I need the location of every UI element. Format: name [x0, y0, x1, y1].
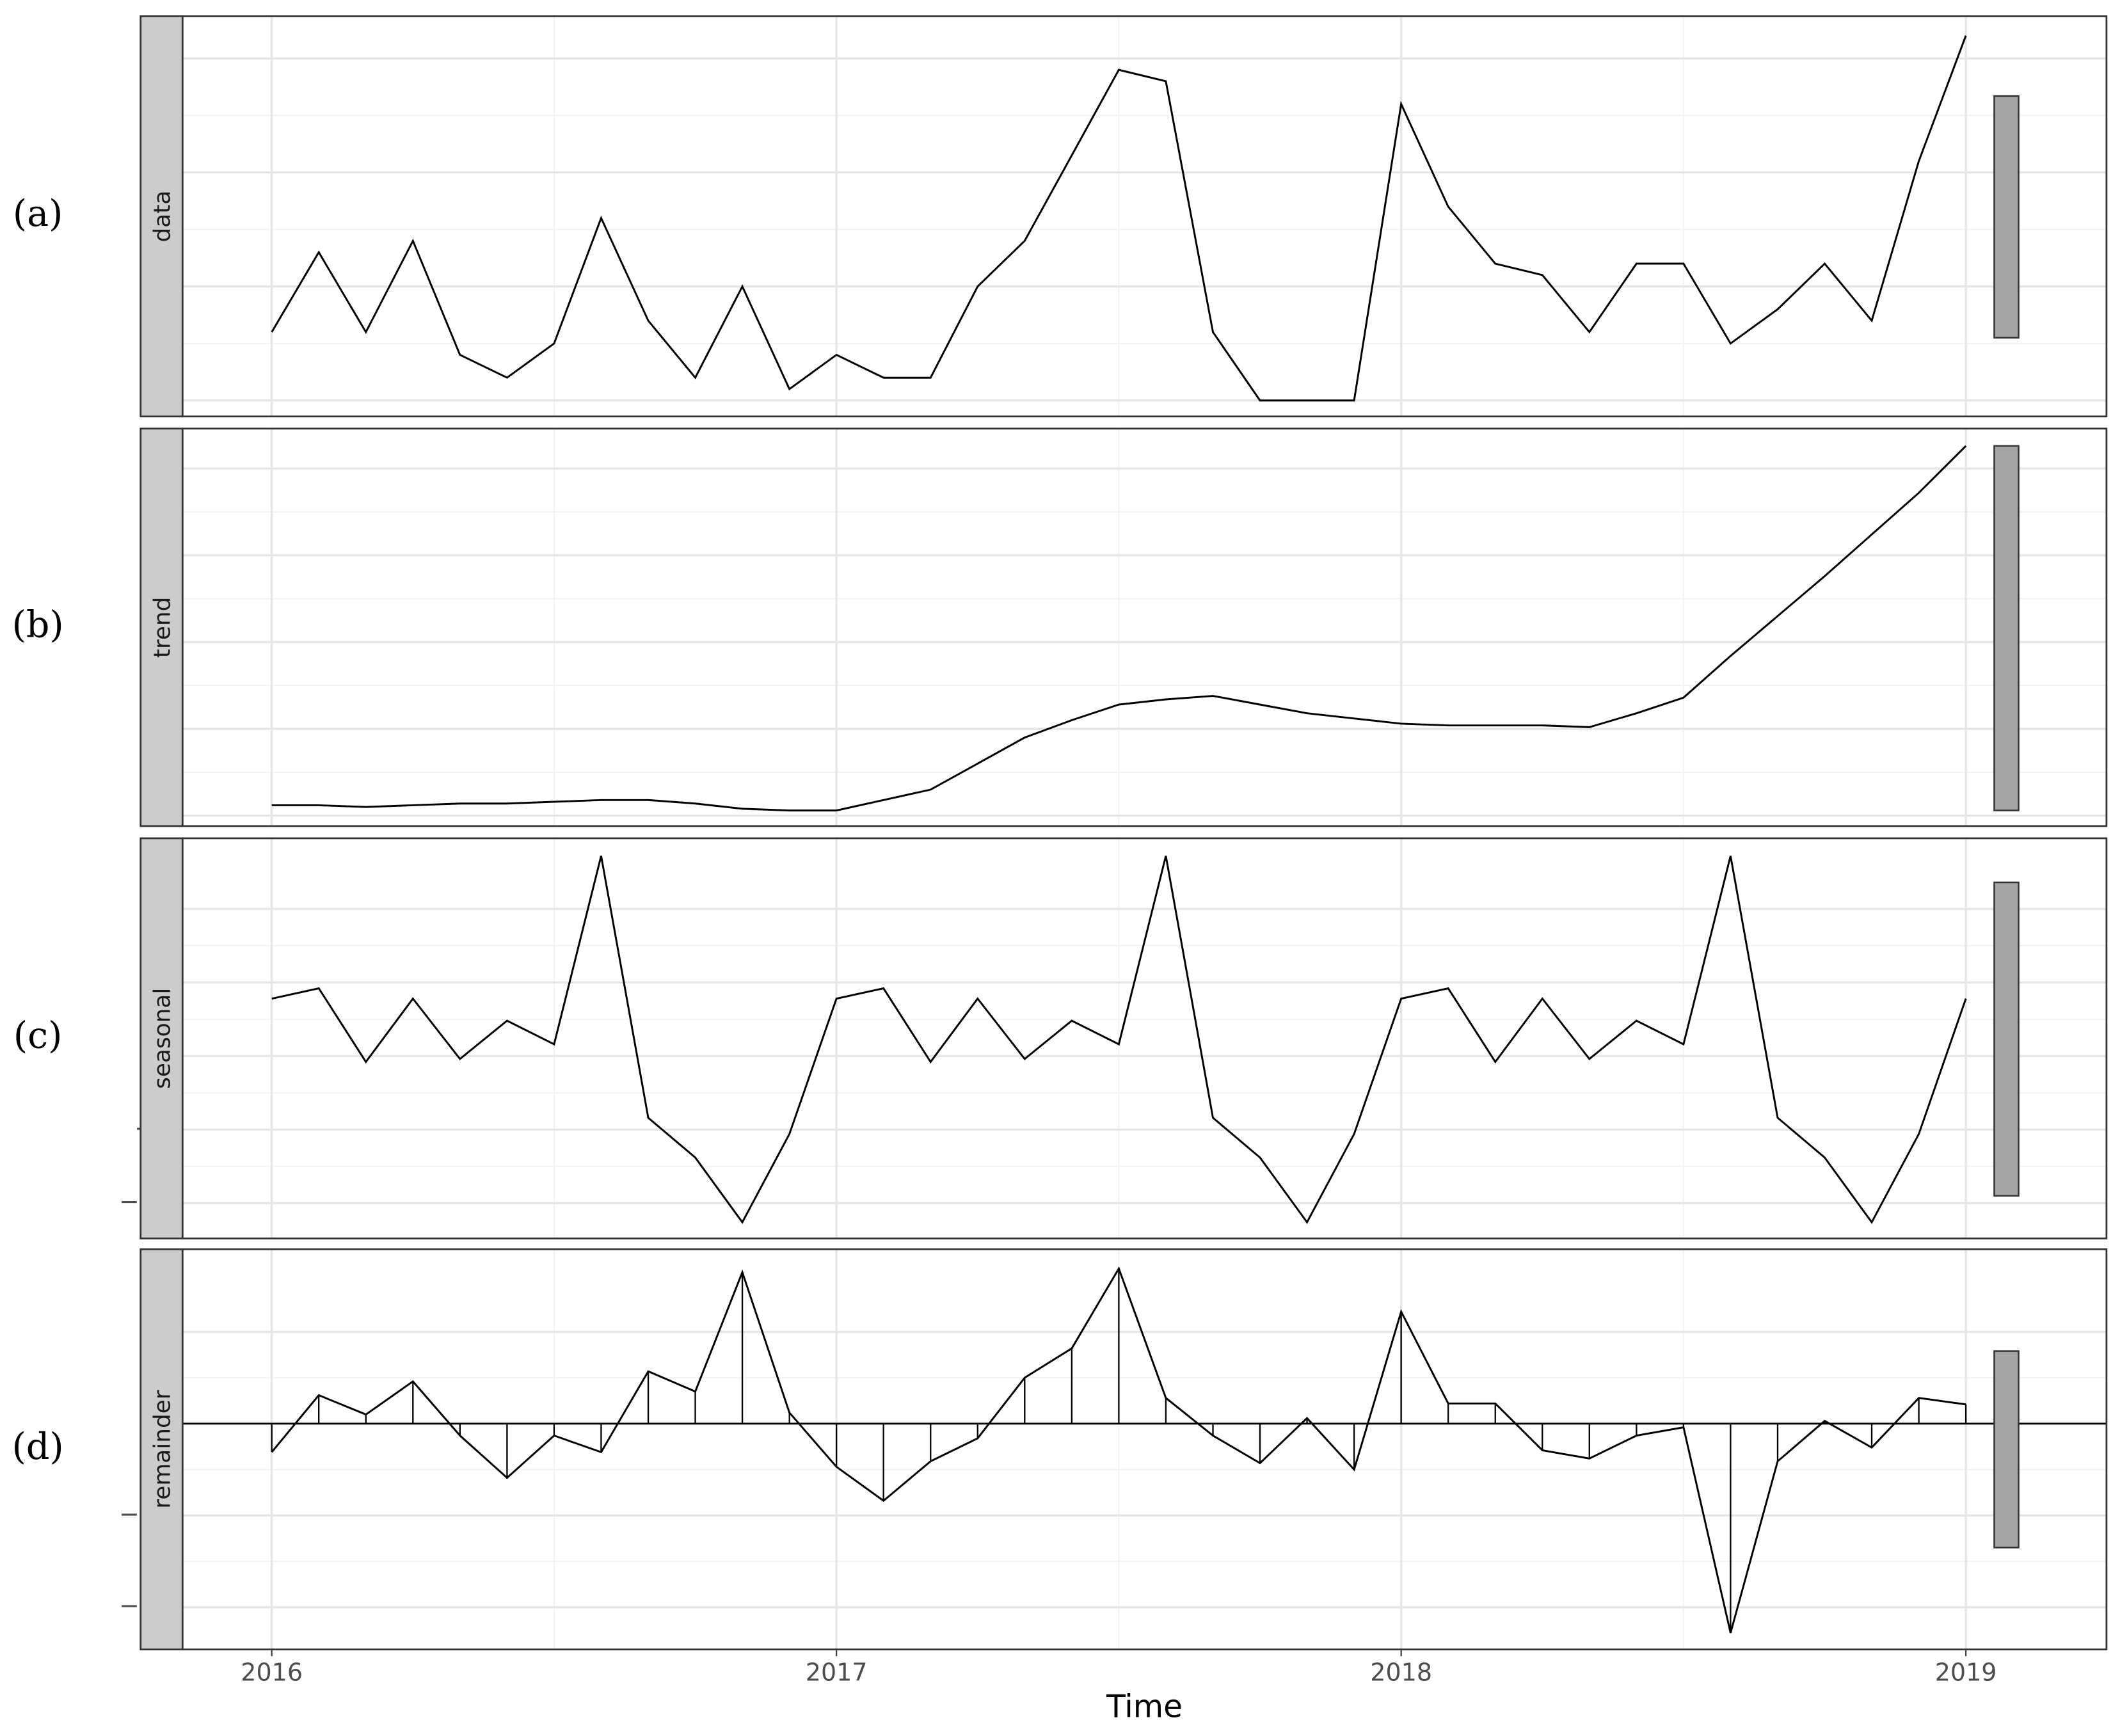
strip-label: seasonal	[150, 988, 176, 1089]
panel-label: (d)	[12, 1426, 64, 1468]
strip-label: trend	[150, 597, 176, 658]
panel-background	[182, 428, 2107, 827]
series-line	[271, 856, 1967, 1224]
series-line	[271, 1266, 1966, 1634]
panel-background	[182, 838, 2107, 1239]
x-tick-label: 2017	[806, 1658, 868, 1686]
x-tick-label: 2016	[241, 1658, 303, 1686]
series-line	[271, 35, 1967, 402]
series-line	[271, 445, 1967, 812]
panel-label: (b)	[12, 603, 64, 646]
range-bar	[1993, 95, 2020, 339]
strip	[139, 1248, 184, 1651]
range-bar	[1993, 445, 2020, 811]
range-bar	[1993, 1350, 2020, 1549]
x-axis-title: Time	[1106, 1689, 1183, 1725]
panel-label: (c)	[13, 1015, 62, 1057]
panel-background	[182, 16, 2107, 417]
x-tick-label: 2019	[1935, 1658, 1997, 1686]
strip	[139, 15, 184, 418]
panel-label: (a)	[13, 193, 63, 235]
strip	[139, 837, 184, 1239]
strip-label: remainder	[150, 1390, 176, 1509]
x-tick-label: 2018	[1370, 1658, 1432, 1686]
strip-label: data	[150, 191, 176, 243]
range-bar	[1993, 881, 2020, 1197]
panel-background	[182, 1249, 2107, 1650]
strip	[139, 427, 184, 827]
